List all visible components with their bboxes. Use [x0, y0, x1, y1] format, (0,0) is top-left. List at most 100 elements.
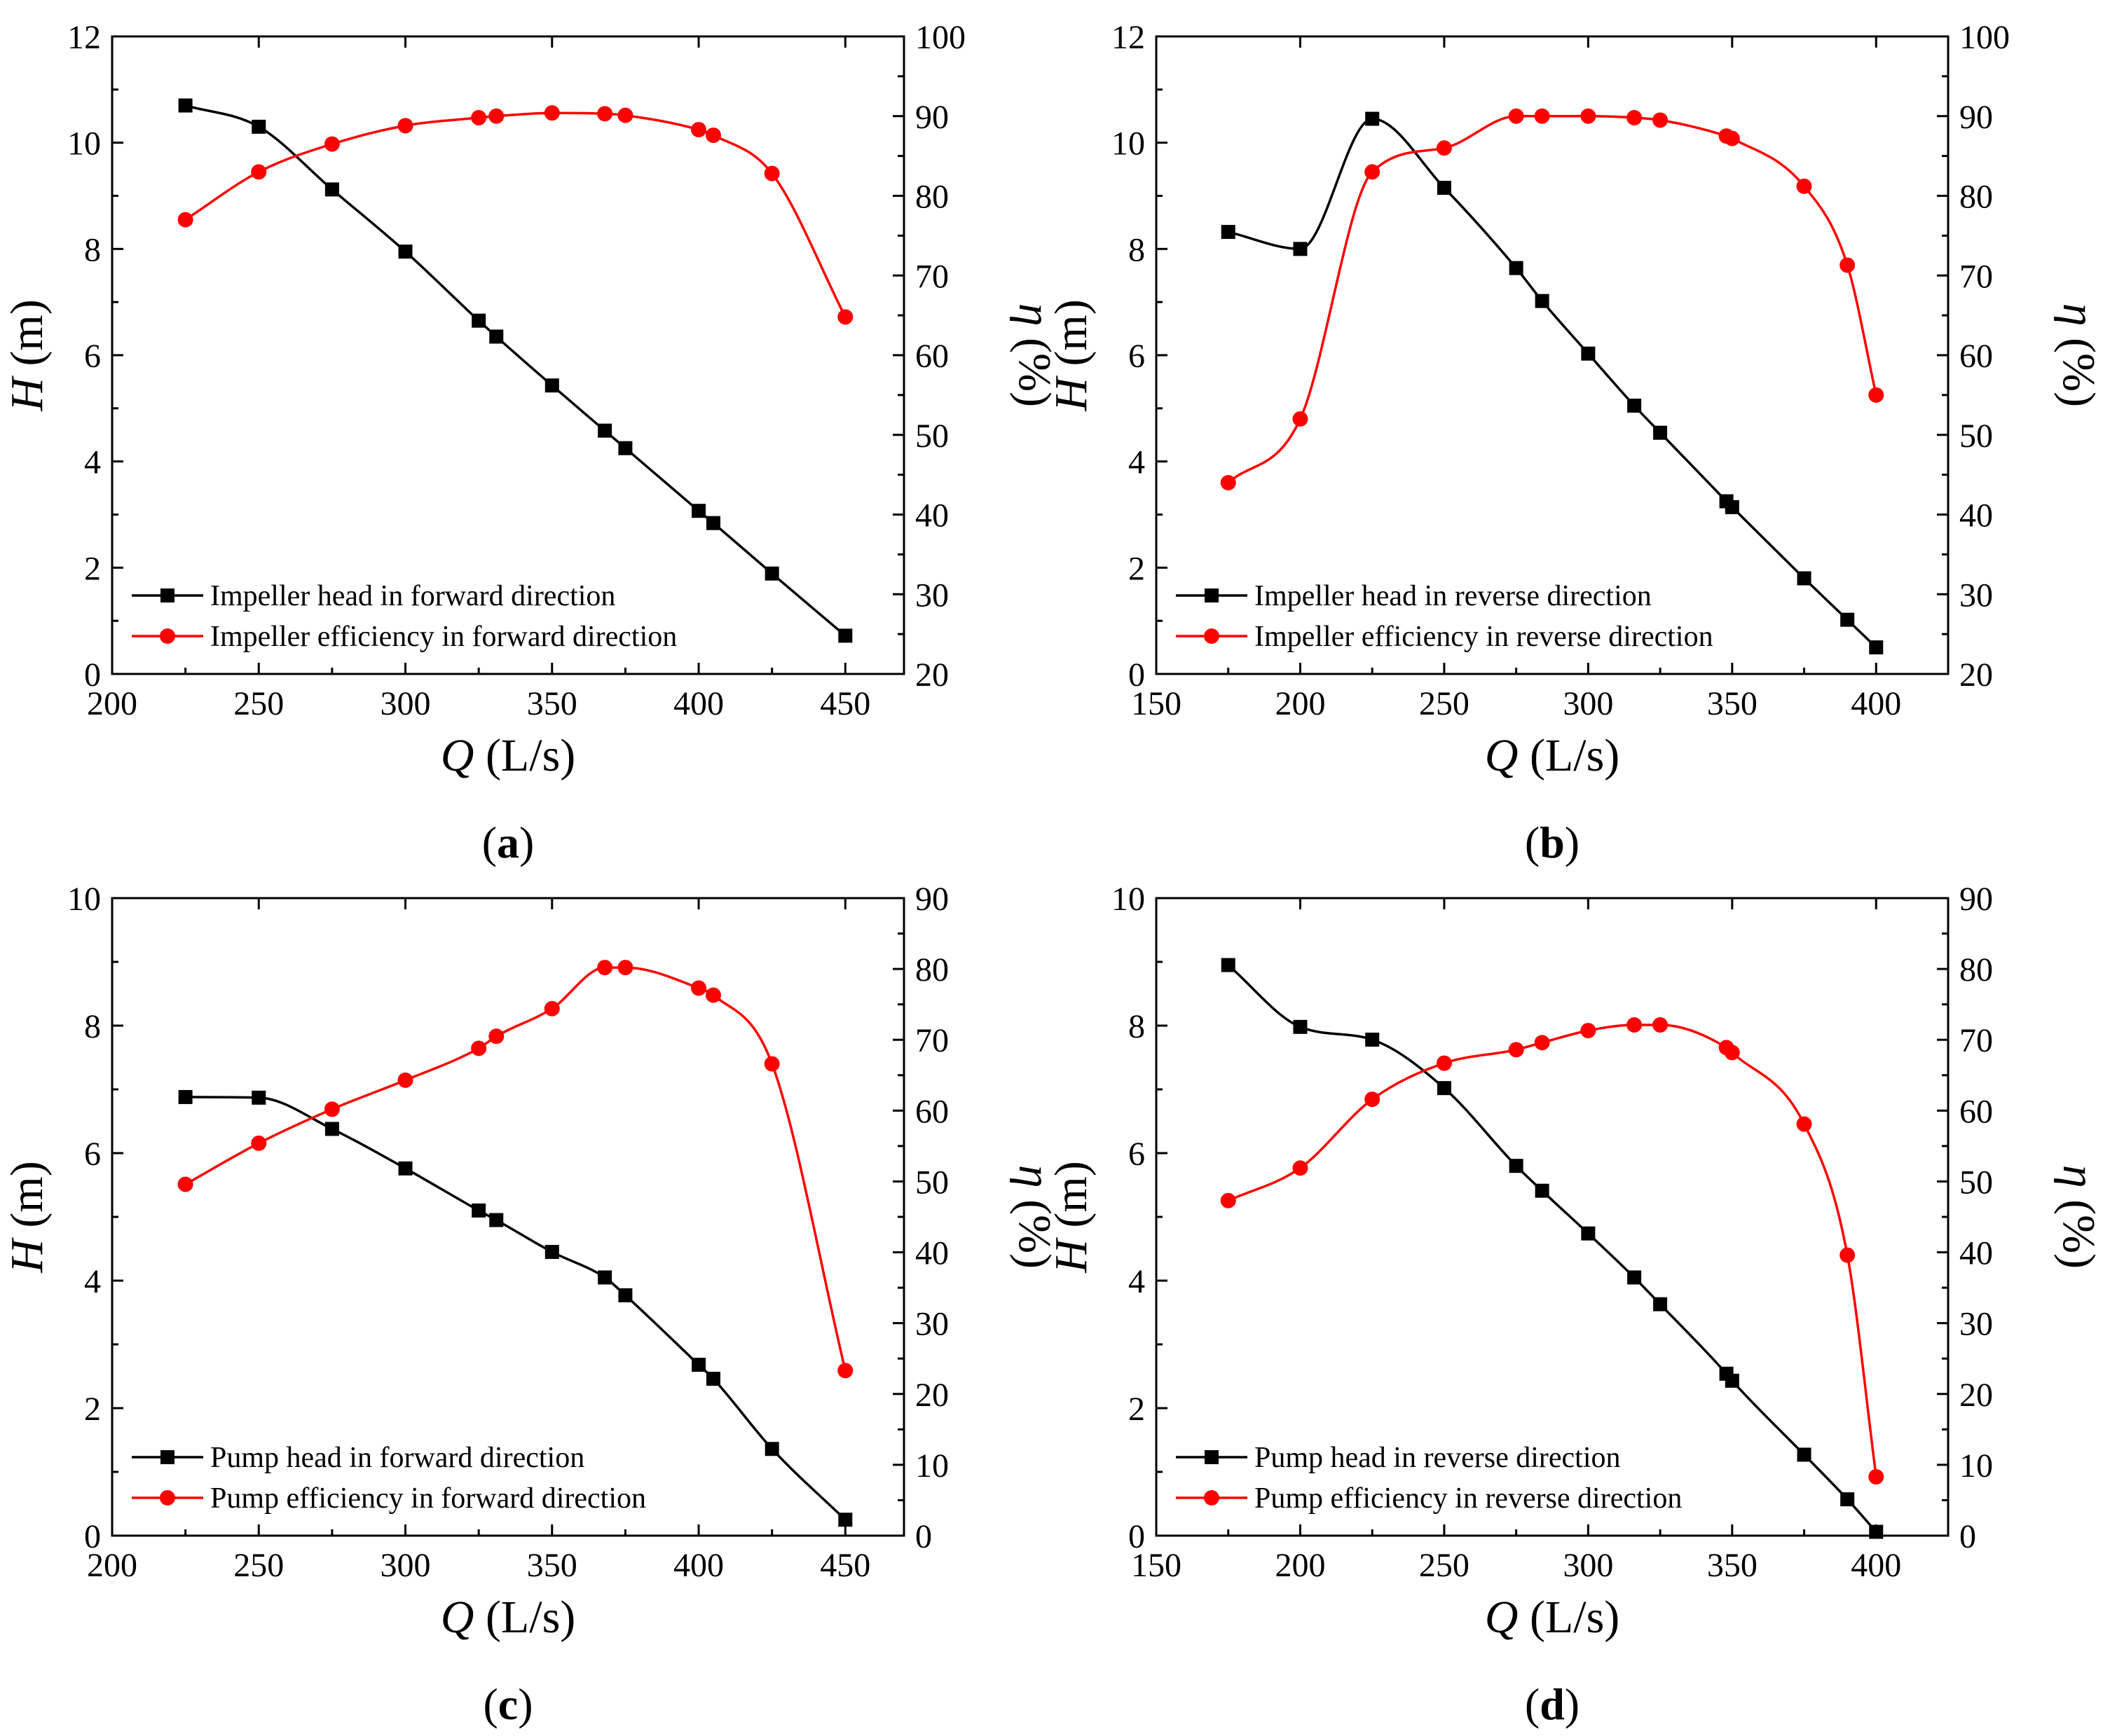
panel-a-head-point	[324, 182, 339, 197]
panel-a-head-point	[252, 119, 266, 134]
panel-b-head-point	[1725, 500, 1739, 514]
panel-a-y2-tick-label: 100	[915, 19, 966, 56]
panel-a-label: (a)	[482, 818, 535, 867]
panel-d-efficiency-point	[1364, 1091, 1380, 1108]
panel-a-legend-efficiency-label: Impeller efficiency in forward direction	[210, 621, 677, 653]
panel-c-y-tick-label: 4	[84, 1263, 101, 1300]
panel-a-efficiency-point	[764, 165, 780, 181]
panel-b-head-point	[1535, 294, 1549, 308]
panel-d-y2-tick-label: 10	[1959, 1447, 1993, 1484]
panel-b-x-axis-title: Q (L/s)	[1485, 730, 1619, 781]
panel-b-y-axis-title: H (m)	[1046, 299, 1097, 411]
panel-a-y-tick-label: 0	[84, 656, 101, 694]
panel-c-x-tick-label: 200	[87, 1547, 137, 1584]
panel-b-y2-tick-label: 80	[1959, 179, 1993, 216]
panel-d-efficiency-point	[1652, 1017, 1669, 1033]
panel-d-y2-tick-label: 40	[1959, 1235, 1993, 1272]
panel-b-efficiency-point	[1626, 110, 1643, 126]
panel-d-y2-tick-label: 60	[1959, 1093, 1993, 1130]
panel-c-y-tick-label: 2	[84, 1391, 101, 1428]
panel-a-efficiency-point	[177, 212, 193, 228]
panel-c-head-point	[838, 1513, 853, 1527]
panel-c-head-point	[692, 1358, 706, 1372]
panel-b-y-tick-label: 10	[1111, 125, 1145, 163]
panel-d-efficiency-point	[1436, 1055, 1452, 1071]
panel-d-head-point	[1840, 1492, 1855, 1507]
panel-c-efficiency-point	[597, 960, 613, 976]
panel-a-head-point	[618, 441, 633, 455]
panel-d-head-point	[1221, 958, 1235, 972]
panel-b-y-tick-label: 12	[1111, 19, 1145, 56]
panel-a-efficiency-point	[617, 107, 633, 123]
panel-c-efficiency-point	[617, 960, 633, 976]
panel-c-y-tick-label: 0	[84, 1518, 101, 1555]
panel-b-efficiency-line	[1227, 115, 1878, 484]
panel-d-head-point	[1535, 1183, 1549, 1198]
panel-a-efficiency-point	[544, 105, 560, 121]
panel-a-efficiency-point	[597, 106, 613, 122]
panel-c-y2-axis-title: η (%)	[1009, 1165, 1060, 1269]
panel-c-y2-tick-label: 30	[915, 1306, 949, 1343]
panel-a-head-point	[398, 244, 413, 259]
panel-c-y2-tick-label: 10	[915, 1447, 949, 1484]
panel-a-y-tick-label: 2	[84, 550, 101, 587]
panel-d-efficiency-point	[1292, 1160, 1308, 1176]
panel-a-y-tick-label: 10	[67, 125, 101, 163]
panel-d-y2-axis-title: η (%)	[2053, 1165, 2104, 1269]
panel-c-y2-tick-label: 70	[915, 1022, 949, 1059]
panel-d-x-axis-title: Q (L/s)	[1485, 1592, 1619, 1643]
panel-d-head-point	[1653, 1297, 1668, 1311]
panel-d-head-point	[1581, 1226, 1596, 1241]
panel-d-plot-frame	[1155, 897, 1950, 1537]
panel-a-efficiency-point	[397, 118, 413, 134]
panel-c-y2-tick-label: 60	[915, 1093, 949, 1130]
panel-a-head-point	[765, 566, 779, 581]
panel-c-head-point	[706, 1372, 720, 1386]
panel-d-legend-efficiency-label: Pump efficiency in reverse direction	[1254, 1482, 1682, 1515]
panel-a-efficiency-point	[691, 122, 707, 138]
panel-a-head-point	[692, 504, 706, 518]
panel-d-y-tick-label: 0	[1128, 1518, 1145, 1555]
chart-d: 150 200 250 300 350 400 0 2 4 6 8 10 0 10 20 30 40 50 60 70…	[1046, 881, 2104, 1729]
panel-a-y2-tick-label: 90	[915, 99, 949, 136]
panel-d-y2-tick-label: 50	[1959, 1164, 1993, 1201]
panel-b-efficiency-point	[1292, 411, 1308, 427]
panel-a-x-tick-label: 300	[381, 685, 431, 722]
panel-a-efficiency-point	[471, 110, 487, 126]
panel-d-head-point	[1437, 1081, 1451, 1096]
panel-c-plot-frame	[111, 897, 905, 1537]
panel-b-y2-tick-label: 100	[1959, 19, 2010, 56]
panel-a-head-point	[706, 516, 720, 530]
panel-c-y2-tick-label: 0	[915, 1518, 932, 1555]
panel-a-efficiency-point	[251, 164, 267, 180]
chart-c: 200 250 300 350 400 450 0 2 4 6 8 10 0 10 20 30 40 50 60 70…	[1, 881, 1060, 1729]
panel-d-efficiency-point	[1508, 1042, 1524, 1058]
panel-a-efficiency-point	[837, 309, 854, 325]
panel-c-legend-efficiency-marker	[160, 1490, 175, 1506]
panel-c-head-point	[398, 1161, 413, 1176]
panel-d-y-tick-label: 2	[1128, 1391, 1145, 1428]
panel-c-efficiency-point	[837, 1363, 854, 1379]
panel-c-efficiency-point	[251, 1135, 267, 1151]
panel-c-y-tick-label: 6	[84, 1136, 101, 1173]
panel-c-y2-tick-label: 90	[915, 881, 949, 918]
panel-d-head-point	[1509, 1159, 1523, 1173]
panel-d-x-tick-label: 200	[1275, 1547, 1325, 1584]
panel-d-legend-efficiency-marker	[1204, 1490, 1219, 1506]
panel-d-legend-head-label: Pump head in reverse direction	[1254, 1442, 1621, 1474]
panel-b-x-tick-label: 200	[1275, 685, 1325, 722]
panel-d-x-tick-label: 350	[1707, 1547, 1758, 1584]
panel-c-legend-head-marker	[160, 1450, 174, 1464]
panel-a-legend-efficiency-marker	[160, 628, 175, 644]
panel-a-head-point	[178, 98, 193, 113]
panel-c-head-point	[618, 1288, 633, 1302]
panel-b-efficiency-point	[1839, 257, 1856, 273]
panel-c-y-tick-label: 10	[67, 881, 101, 918]
panel-d-y2-tick-label: 80	[1959, 951, 1993, 988]
panel-c-head-point	[489, 1213, 504, 1227]
panel-b-y-tick-label: 6	[1128, 338, 1145, 375]
panel-b-head-point	[1293, 242, 1308, 256]
panel-d-y-axis-title: H (m)	[1046, 1161, 1097, 1273]
panel-b-head-point	[1509, 261, 1523, 275]
panel-c-y-axis-title: H (m)	[1, 1161, 53, 1273]
